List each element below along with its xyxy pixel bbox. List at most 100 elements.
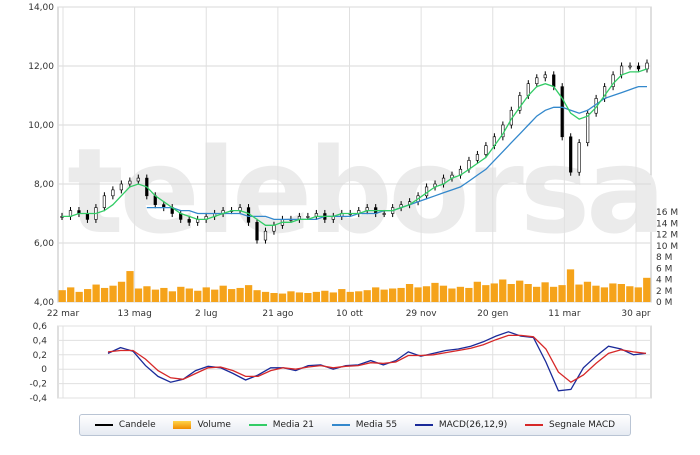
x-tick-label: 21 ago — [262, 309, 294, 319]
volume-bar — [558, 285, 566, 302]
volume-bar — [388, 288, 397, 302]
volume-bar — [312, 291, 321, 302]
volume-bar — [58, 290, 66, 302]
volume-bar — [490, 283, 498, 302]
legend-item-macd[interactable]: MACD(26,12,9) — [414, 420, 508, 430]
volume-bar — [524, 284, 532, 302]
volume-bar — [380, 289, 388, 302]
volume-bar — [202, 287, 210, 302]
volume-bar — [397, 287, 405, 302]
candle-body — [187, 219, 191, 223]
candle-body — [484, 145, 488, 155]
volume-bar — [626, 286, 634, 302]
legend-item-media-55[interactable]: Media 55 — [331, 420, 397, 430]
volume-tick-label: 8 M — [656, 253, 672, 263]
candle-body — [535, 77, 539, 85]
volume-bar — [456, 286, 465, 302]
x-tick-label: 13 mag — [117, 309, 151, 319]
volume-bar — [634, 287, 642, 302]
legend-item-segnale-macd[interactable]: Segnale MACD — [525, 420, 615, 430]
volume-bar — [287, 291, 295, 302]
volume-bar — [67, 287, 75, 302]
volume-bar — [541, 282, 549, 302]
volume-bar — [405, 284, 414, 302]
legend-swatch-segnale-macd — [525, 424, 544, 426]
volume-bar — [448, 288, 456, 302]
media-21-line — [62, 68, 648, 226]
candle-body — [382, 213, 386, 215]
x-tick-label: 10 ott — [336, 309, 363, 319]
legend-swatch-media-21 — [248, 424, 267, 426]
candle-body — [518, 95, 522, 111]
chart-legend: Candele Volume Media 21 Media 55 MACD(26… — [79, 414, 631, 436]
volume-bar — [473, 281, 481, 302]
volume-bar — [507, 284, 515, 302]
volume-bar — [363, 290, 371, 302]
x-tick-label: 30 apr — [621, 309, 651, 319]
volume-tick-label: 2 M — [656, 287, 672, 297]
volume-tick-label: 14 M — [656, 219, 678, 229]
volume-bar — [211, 289, 219, 302]
candle-body — [306, 216, 310, 218]
volume-tick-label: 10 M — [656, 242, 678, 252]
volume-bar — [431, 282, 439, 302]
volume-bar — [143, 286, 151, 302]
volume-bar — [100, 287, 109, 302]
volume-tick-label: 12 M — [656, 231, 678, 241]
volume-bar — [566, 269, 575, 302]
volume-tick-label: 4 M — [656, 276, 672, 286]
volume-bar — [439, 285, 448, 302]
price-tick-label: 10,00 — [28, 121, 54, 131]
volume-bar — [219, 285, 227, 302]
candle-body — [136, 177, 140, 182]
candle-body — [128, 180, 132, 185]
volume-bar — [168, 291, 176, 302]
volume-bar — [75, 291, 83, 302]
volume-tick-label: 16 M — [656, 208, 678, 218]
legend-item-volume[interactable]: Volume — [173, 420, 231, 430]
volume-bar — [533, 286, 541, 302]
legend-swatch-volume — [173, 421, 192, 429]
legend-label-volume: Volume — [197, 420, 231, 430]
x-tick-label: 2 lug — [195, 309, 218, 319]
watermark-logo: teleborsa — [67, 122, 662, 260]
volume-bar — [109, 285, 117, 302]
volume-bar — [84, 289, 92, 302]
macd-tick-label: 0 — [41, 365, 47, 375]
legend-item-media-21[interactable]: Media 21 — [248, 420, 315, 430]
x-tick-label: 22 mar — [47, 309, 80, 319]
candle-body — [102, 195, 106, 208]
volume-bar — [117, 281, 126, 302]
candle-body — [586, 112, 590, 143]
candle-body — [645, 62, 649, 70]
macd-panel-frame — [57, 325, 652, 399]
candle-body — [543, 74, 547, 79]
volume-bar — [643, 277, 651, 302]
candle-body — [246, 207, 251, 223]
volume-bar — [244, 285, 253, 302]
price-tick-label: 12,00 — [28, 62, 54, 72]
volume-bar — [160, 287, 168, 302]
volume-bar — [253, 290, 261, 302]
volume-bar — [338, 289, 346, 302]
legend-label-candele: Candele — [118, 420, 156, 430]
volume-bar — [422, 286, 431, 302]
volume-bar — [134, 288, 143, 302]
legend-item-candele[interactable]: Candele — [94, 420, 156, 430]
volume-bar — [126, 271, 134, 302]
volume-bar — [414, 287, 422, 302]
candle-body — [424, 186, 429, 197]
macd-signal-line — [107, 334, 647, 383]
legend-swatch-candele — [94, 424, 113, 426]
volume-tick-label: 6 M — [656, 264, 672, 274]
volume-bar — [592, 285, 600, 302]
volume-bar — [278, 293, 287, 302]
x-tick-label: 29 nov — [406, 309, 438, 319]
volume-bar — [465, 287, 473, 302]
volume-bar — [372, 287, 380, 302]
volume-bar — [499, 279, 507, 302]
legend-label-macd: MACD(26,12,9) — [438, 420, 508, 430]
volume-bar — [609, 283, 617, 302]
legend-label-media-21: Media 21 — [272, 420, 315, 430]
